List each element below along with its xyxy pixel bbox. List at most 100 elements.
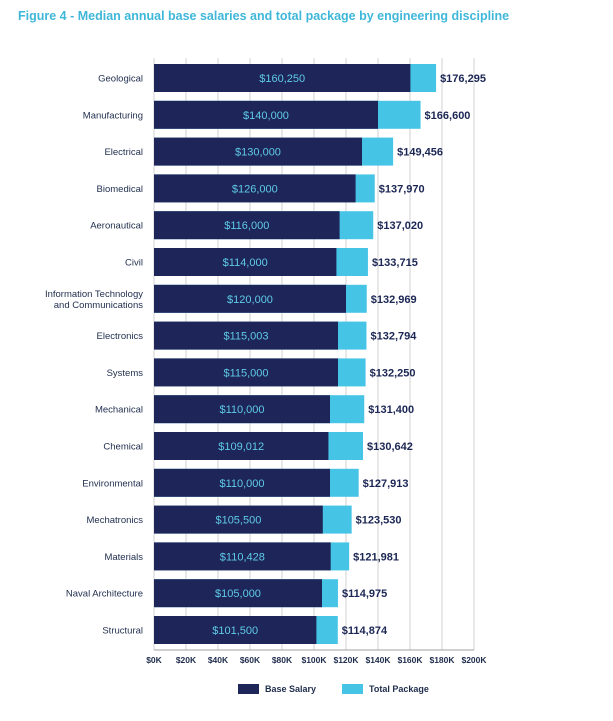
chart-title: Figure 4 - Median annual base salaries a… [18,9,510,23]
category-label: Naval Architecture [66,589,143,600]
total-package-value-label: $132,794 [370,331,417,343]
base-salary-value-label: $115,003 [223,331,268,343]
category-label: Chemical [103,442,143,453]
x-tick-label: $180K [429,655,455,665]
category-label: Mechanical [95,405,143,416]
category-label-line: Electrical [104,147,143,158]
base-salary-value-label: $114,000 [223,257,268,269]
category-label: Aeronautical [90,221,143,232]
total-package-value-label: $137,020 [377,220,423,232]
bar-base-salary [154,542,331,571]
x-tick-label: $0K [146,655,162,665]
x-tick-label: $100K [301,655,327,665]
total-package-value-label: $149,456 [397,147,443,159]
legend-label-base: Base Salary [265,684,317,694]
total-package-value-label: $132,250 [370,367,416,379]
x-tick-label: $160K [397,655,423,665]
total-package-value-label: $114,874 [342,625,388,637]
category-label: Environmental [82,478,143,489]
bars [154,64,437,644]
category-label: Electrical [104,147,143,158]
bar-base-salary [154,100,378,129]
base-salary-value-label: $115,000 [223,367,268,379]
total-package-value-label: $127,913 [363,478,409,490]
bar-base-salary [154,432,329,460]
category-label: Biomedical [97,184,143,195]
base-salary-value-label: $110,000 [219,478,264,490]
legend-item-base: Base Salary [238,684,316,694]
total-package-value-label: $132,969 [371,294,417,306]
category-label-line: and Communications [54,300,143,311]
category-label-line: Mechatronics [87,515,144,526]
base-salary-value-label: $126,000 [232,183,278,195]
bar-base-salary [154,579,322,608]
total-package-value-label: $133,715 [372,257,418,269]
legend-label-total: Total Package [369,684,429,694]
bar-base-salary [154,395,330,424]
base-salary-value-label: $140,000 [243,110,289,122]
category-label: Systems [107,368,144,379]
bar-base-salary [154,468,330,497]
total-package-value-label: $131,400 [368,404,414,416]
base-salary-value-label: $105,500 [215,515,261,527]
category-label: Manufacturing [83,110,143,121]
legend-item-total: Total Package [342,684,429,694]
category-label-line: Naval Architecture [66,589,143,600]
base-salary-value-label: $105,000 [215,588,261,600]
total-package-value-label: $137,970 [379,183,425,195]
total-package-value-label: $121,981 [353,551,399,563]
labels: $160,250 $176,295 Geological $140,000 $166,6… [45,73,486,637]
bar-base-salary [154,64,411,92]
category-label-line: Materials [104,552,143,563]
base-salary-value-label: $160,250 [259,73,305,85]
bar-base-salary [154,505,323,534]
total-package-value-label: $166,600 [425,110,471,122]
category-label-line: Information Technology [45,289,143,300]
category-label: Civil [125,258,143,269]
category-label-line: Chemical [103,442,143,453]
category-label-line: Structural [102,626,143,637]
bar-base-salary [154,211,340,240]
category-label-line: Environmental [82,478,143,489]
bar-base-salary [154,358,338,387]
category-label: Information Technology and Communications [45,289,143,311]
bar-base-salary [154,616,317,644]
category-label-line: Biomedical [97,184,143,195]
bar-base-salary [154,284,346,313]
bar-base-salary [154,321,339,350]
legend-swatch-total [342,684,364,694]
base-salary-value-label: $110,428 [220,551,265,563]
base-salary-value-label: $120,000 [227,294,273,306]
x-tick-label: $140K [365,655,391,665]
x-tick-label: $80K [272,655,293,665]
legend: Base Salary Total Package [238,684,455,694]
total-package-value-label: $176,295 [440,73,486,85]
total-package-value-label: $123,530 [356,515,402,527]
category-label: Structural [102,626,143,637]
total-package-value-label: $130,642 [367,441,413,453]
category-label-line: Aeronautical [90,221,143,232]
bar-base-salary [154,174,356,203]
total-package-value-label: $114,975 [342,588,387,600]
x-tick-label: $60K [240,655,261,665]
bar-base-salary [154,248,337,276]
x-tick-label: $40K [208,655,229,665]
base-salary-value-label: $116,000 [224,220,269,232]
category-label-line: Mechanical [95,405,143,416]
x-tick-label: $20K [176,655,197,665]
base-salary-value-label: $109,012 [218,441,264,453]
category-label-line: Systems [107,368,144,379]
x-axis: $0K $20K $40K $60K $80K $100K $120K $140K $160K $… [146,649,487,665]
category-label: Geological [98,74,143,85]
base-salary-value-label: $110,000 [219,404,264,416]
category-label-line: Electronics [97,331,144,342]
x-tick-label: $120K [333,655,359,665]
legend-swatch-base [238,684,259,694]
bar-base-salary [154,137,362,166]
category-label-line: Civil [125,258,143,269]
category-label-line: Manufacturing [83,110,143,121]
base-salary-value-label: $101,500 [212,625,258,637]
category-label: Mechatronics [87,515,144,526]
base-salary-value-label: $130,000 [235,147,281,159]
